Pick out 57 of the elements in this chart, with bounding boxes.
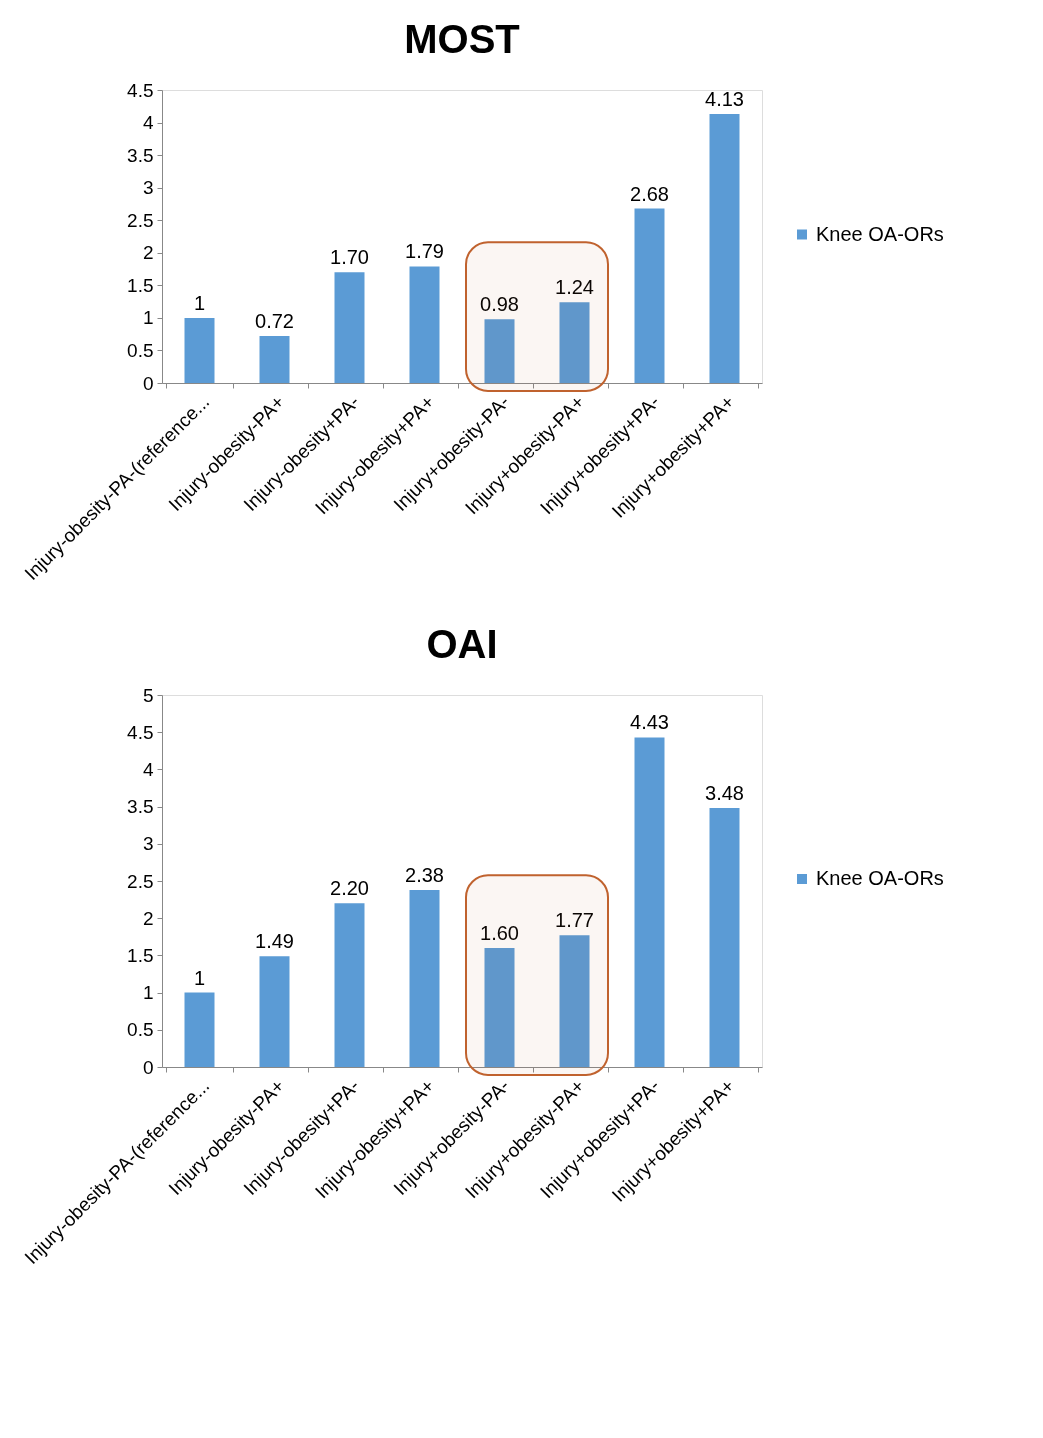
bar	[409, 889, 440, 1067]
y-tick-label: 2.5	[127, 870, 154, 892]
bar	[484, 947, 515, 1067]
y-tick-label: 3	[142, 177, 154, 199]
data-label: 1.49	[255, 930, 294, 953]
y-tick-label: 1.5	[127, 944, 154, 966]
bar	[709, 114, 740, 383]
bar	[259, 956, 290, 1067]
bar	[334, 903, 365, 1067]
y-tick-label: 3.5	[127, 796, 154, 818]
data-label: 1.70	[330, 246, 369, 269]
y-tick-label: 4	[142, 112, 154, 134]
y-tick-label: 2	[142, 242, 154, 264]
data-label: 0.98	[480, 293, 519, 316]
data-label: 1	[193, 291, 206, 314]
data-label: 1.60	[480, 921, 519, 944]
y-tick-label: 3	[142, 833, 154, 855]
bar	[184, 317, 215, 383]
data-label: 2.68	[630, 182, 669, 205]
chart-title: OAI	[426, 622, 498, 666]
data-label: 4.43	[630, 711, 669, 734]
data-label: 1.24	[555, 276, 594, 299]
y-tick-label: 1	[142, 307, 154, 329]
data-label: 2.38	[405, 863, 444, 886]
bar	[334, 272, 365, 383]
legend-label: Knee OA-ORs	[816, 867, 944, 889]
bar	[634, 208, 665, 383]
y-tick-label: 3.5	[127, 144, 154, 166]
bar	[484, 319, 515, 383]
bar	[709, 808, 740, 1067]
y-tick-label: 0.5	[127, 1019, 154, 1041]
data-label: 1.77	[555, 909, 594, 932]
y-tick-label: 2.5	[127, 209, 154, 231]
data-label: 1.79	[405, 240, 444, 263]
bar	[634, 737, 665, 1067]
legend-label: Knee OA-ORs	[816, 222, 944, 245]
bar	[184, 992, 215, 1067]
y-tick-label: 5	[142, 684, 154, 706]
data-label: 0.72	[255, 310, 294, 333]
data-label: 1	[193, 966, 206, 989]
chart-title: MOST	[404, 17, 520, 61]
y-tick-label: 4.5	[127, 721, 154, 743]
y-tick-label: 2	[142, 907, 154, 929]
y-tick-label: 0	[142, 1056, 154, 1078]
y-tick-label: 1	[142, 982, 154, 1004]
data-label: 4.13	[705, 88, 744, 111]
y-tick-label: 1.5	[127, 274, 154, 296]
y-tick-label: 0.5	[127, 339, 154, 361]
bar	[409, 266, 440, 383]
y-tick-label: 4.5	[127, 79, 154, 101]
y-tick-label: 4	[142, 758, 154, 780]
bar	[259, 336, 290, 383]
data-label: 3.48	[705, 782, 744, 805]
y-tick-label: 0	[142, 372, 154, 394]
data-label: 2.20	[330, 877, 369, 900]
bar	[559, 302, 590, 383]
bar	[559, 935, 590, 1067]
